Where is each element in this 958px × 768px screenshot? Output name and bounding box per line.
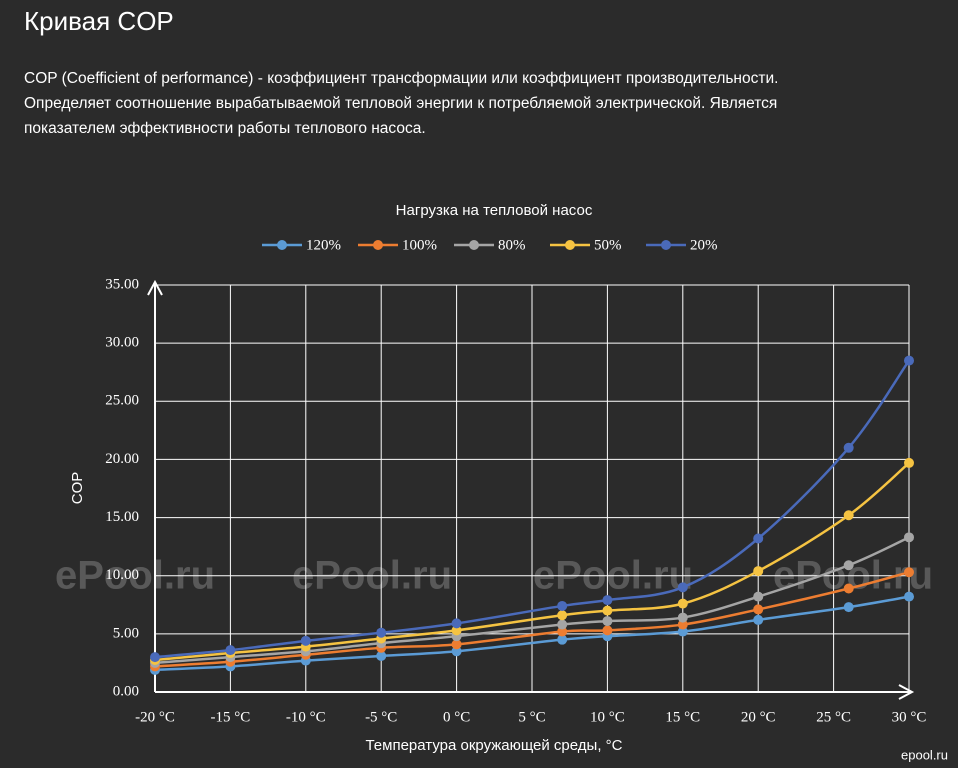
data-point [753,533,764,544]
data-point [843,442,854,453]
legend-label: 80% [498,237,526,253]
legend-marker [469,240,479,250]
data-point [843,510,854,521]
x-tick-label: -10 °C [286,709,326,725]
x-tick-label: 5 °C [518,709,545,725]
data-point [557,600,568,611]
x-tick-label: 20 °C [741,709,776,725]
y-tick-label: 15.00 [105,509,139,525]
y-tick-label: 10.00 [105,567,139,583]
description: COP (Coefficient of performance) - коэфф… [24,66,778,141]
data-point [904,532,914,543]
data-point [753,604,764,615]
data-point [904,457,914,468]
y-axis [147,279,163,692]
y-tick-label: 25.00 [105,393,139,409]
data-point [376,627,387,638]
y-tick-label: 20.00 [105,451,139,467]
data-point [376,650,387,661]
data-point [557,634,568,645]
description-line: Определяет соотношение вырабатываемой те… [24,95,778,112]
x-tick-label: 15 °C [665,709,700,725]
data-point [602,625,613,636]
y-tick-label: 35.00 [105,276,139,292]
description-line: показателем эффективности работы теплово… [24,120,426,137]
legend-label: 100% [402,237,437,253]
data-point [843,583,854,594]
x-tick-label: -20 °C [135,709,175,725]
data-point [225,645,236,656]
data-point [677,626,688,637]
data-point [904,567,914,578]
x-tick-label: -15 °C [211,709,251,725]
x-tick-label: -5 °C [365,709,397,725]
legend-marker [277,240,287,250]
x-tick-label: 25 °C [816,709,851,725]
y-axis-label: COP [69,472,86,505]
x-axis [155,684,915,700]
legend-label: 50% [594,237,622,253]
data-point [843,560,854,571]
page-title: Кривая COP [24,6,174,36]
legend-marker [661,240,671,250]
data-point [451,646,462,657]
data-point [557,619,568,630]
data-point [602,605,613,616]
data-point [904,591,914,602]
data-point [843,602,854,613]
data-point [677,612,688,623]
legend-marker [565,240,575,250]
x-axis-label: Температура окружающей среды, °C [365,737,622,754]
y-tick-label: 30.00 [105,335,139,351]
data-point [150,652,160,663]
data-point [753,591,764,602]
x-tick-label: 30 °C [892,709,927,725]
legend-label: 20% [690,237,718,253]
y-tick-label: 0.00 [113,683,139,699]
x-tick-label: 10 °C [590,709,625,725]
data-point [451,639,462,650]
data-point [451,625,462,636]
data-point [677,619,688,630]
legend-marker [373,240,383,250]
data-point [557,610,568,621]
description-line: COP (Coefficient of performance) - коэфф… [24,70,779,87]
data-point [677,582,688,593]
data-point [451,618,462,629]
data-point [753,614,764,625]
data-point [602,616,613,627]
data-point [677,598,688,609]
data-point [557,626,568,637]
corner-mark: epool.ru [901,747,948,762]
x-tick-label: 0 °C [443,709,470,725]
chart-title: Нагрузка на тепловой насос [396,202,593,219]
data-point [300,635,311,646]
data-point [602,595,613,606]
y-tick-label: 5.00 [113,625,139,641]
legend-label: 120% [306,237,341,253]
data-point [753,566,764,577]
data-point [904,355,914,366]
